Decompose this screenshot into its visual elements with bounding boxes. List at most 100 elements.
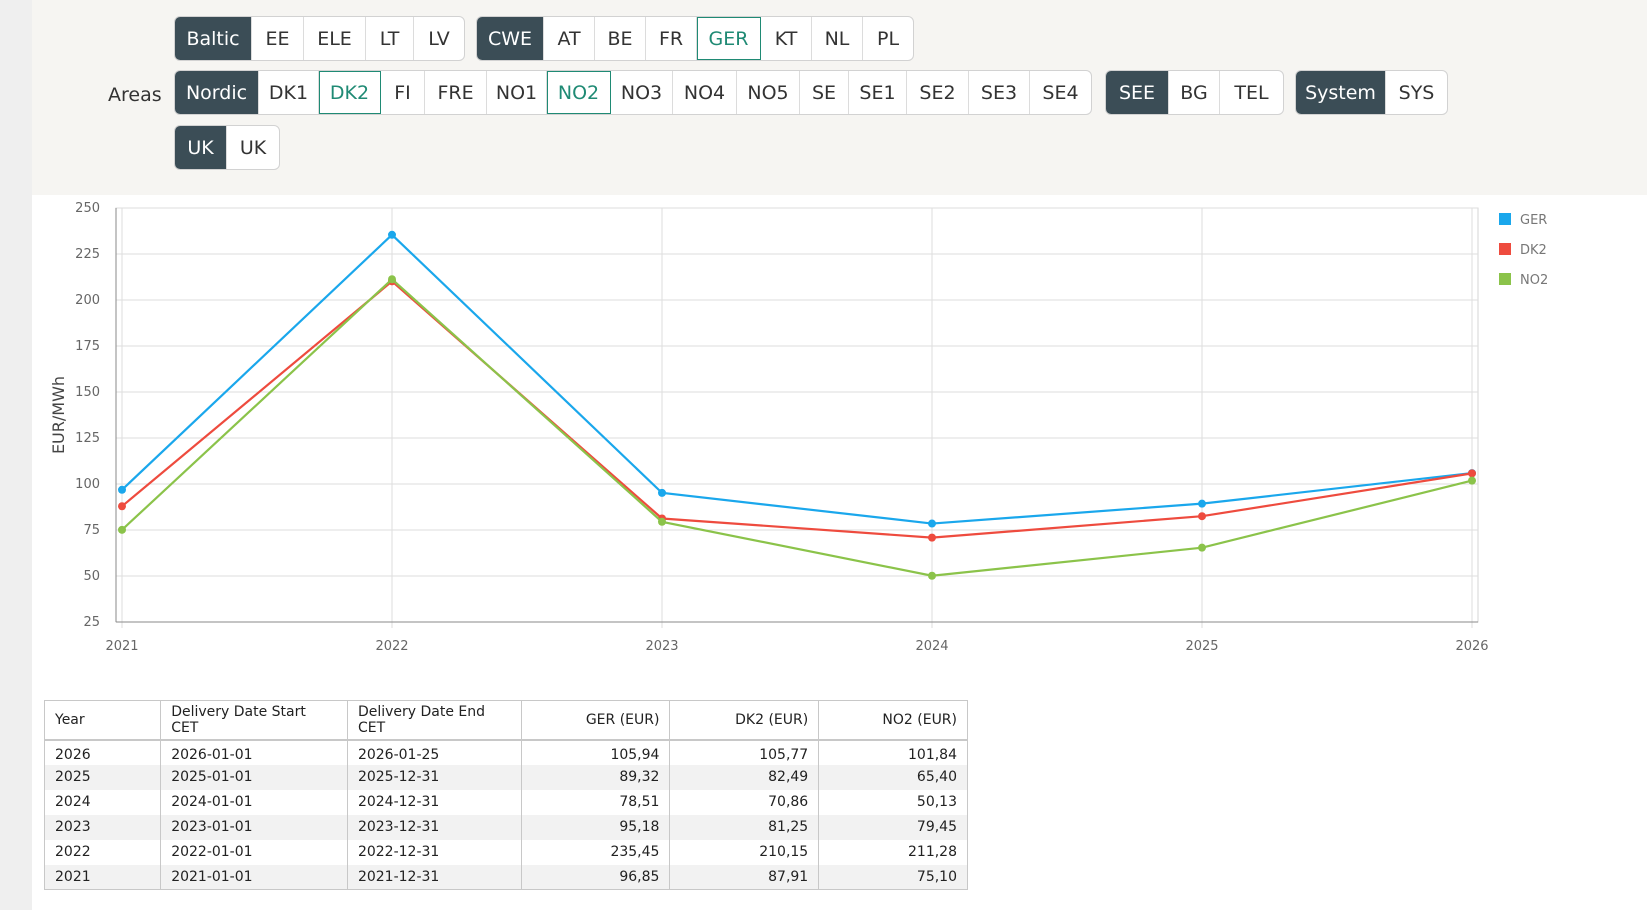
table-cell: 87,91 <box>669 864 820 890</box>
column-header[interactable]: NO2 (EUR) <box>818 700 968 741</box>
y-tick-label: 25 <box>83 615 100 630</box>
price-table: Year Delivery Date Start CET Delivery Date… <box>44 700 968 890</box>
group-see: SEE BG TEL <box>1105 70 1284 115</box>
area-button-be[interactable]: BE <box>595 17 646 60</box>
area-button-lv[interactable]: LV <box>428 27 450 50</box>
data-point-no2 <box>1468 476 1476 485</box>
area-button-fi[interactable]: FI <box>381 71 425 114</box>
y-tick-label: 225 <box>75 247 100 262</box>
area-button-se1[interactable]: SE1 <box>849 71 907 114</box>
area-button-see[interactable]: SEE <box>1106 71 1169 114</box>
column-header[interactable]: Delivery Date Start CET <box>160 700 348 741</box>
series-line-no2 <box>121 277 1473 577</box>
group-uk: UK UK <box>174 125 280 170</box>
table-cell: 2026-01-25 <box>347 739 522 765</box>
table-cell: 101,84 <box>818 739 968 765</box>
data-point-ger <box>658 488 666 497</box>
table-cell: 2021 <box>44 864 162 890</box>
x-tick-label: 2026 <box>1455 639 1488 654</box>
table-cell: 78,51 <box>521 789 671 815</box>
table-cell: 211,28 <box>818 839 968 865</box>
y-tick-label: 100 <box>75 477 100 492</box>
area-button-fre[interactable]: FRE <box>425 71 487 114</box>
area-button-se3[interactable]: SE3 <box>969 71 1030 114</box>
data-point-no2 <box>1198 543 1206 552</box>
data-point-no2 <box>658 517 666 526</box>
table-cell: 81,25 <box>669 814 820 840</box>
column-header[interactable]: Delivery Date End CET <box>347 700 522 741</box>
data-point-ger <box>1198 499 1206 508</box>
area-button-no3[interactable]: NO3 <box>611 71 673 114</box>
data-point-ger <box>388 230 396 239</box>
area-button-uk-2[interactable]: UK <box>239 136 267 159</box>
area-button-pl[interactable]: PL <box>876 27 900 50</box>
area-button-se[interactable]: SE <box>800 71 849 114</box>
area-button-kt[interactable]: KT <box>761 17 812 60</box>
area-button-no1[interactable]: NO1 <box>487 71 547 114</box>
data-point-dk2 <box>118 502 126 511</box>
column-header[interactable]: Year <box>44 700 162 741</box>
area-button-system[interactable]: System <box>1296 71 1386 114</box>
x-tick-label: 2022 <box>375 639 408 654</box>
data-point-no2 <box>118 525 126 534</box>
data-point-ger <box>118 485 126 494</box>
area-button-ele[interactable]: ELE <box>304 17 366 60</box>
table-cell: 2026 <box>44 739 162 765</box>
page: Areas Baltic EE ELE LT LV CWE AT BE FR GER KT NL PL… <box>32 0 1647 910</box>
area-button-se2[interactable]: SE2 <box>907 71 969 114</box>
table-cell: 79,45 <box>818 814 968 840</box>
area-button-baltic[interactable]: Baltic <box>175 17 252 60</box>
table-body: 2026 2026-01-01 2026-01-25 105,94 105,77 101,… <box>44 739 968 890</box>
table-cell: 2025-12-31 <box>347 764 522 790</box>
area-button-no5[interactable]: NO5 <box>737 71 800 114</box>
table-cell: 2023-01-01 <box>160 814 348 840</box>
table-cell: 2021-12-31 <box>347 864 522 890</box>
area-button-nordic[interactable]: Nordic <box>175 71 259 114</box>
area-button-sys[interactable]: SYS <box>1398 81 1435 104</box>
area-button-nl[interactable]: NL <box>812 17 863 60</box>
column-header[interactable]: DK2 (EUR) <box>669 700 820 741</box>
x-tick-label: 2021 <box>105 639 138 654</box>
y-tick-label: 75 <box>83 523 100 538</box>
table-row: 2022 2022-01-01 2022-12-31 235,45 210,15 211,… <box>44 839 968 865</box>
table-cell: 95,18 <box>521 814 671 840</box>
y-tick-label: 250 <box>75 201 100 216</box>
area-button-uk[interactable]: UK <box>175 126 227 169</box>
area-button-tel[interactable]: TEL <box>1234 81 1269 104</box>
column-header[interactable]: GER (EUR) <box>521 700 671 741</box>
x-tick-label: 2025 <box>1185 639 1218 654</box>
table-cell: 2024 <box>44 789 162 815</box>
area-button-cwe[interactable]: CWE <box>477 17 544 60</box>
area-button-no4[interactable]: NO4 <box>673 71 737 114</box>
legend-label-no2: NO2 <box>1520 273 1548 288</box>
table-cell: 2025-01-01 <box>160 764 348 790</box>
data-point-ger <box>928 519 936 528</box>
table-row: 2024 2024-01-01 2024-12-31 78,51 70,86 50,13 <box>44 789 968 815</box>
area-button-no2[interactable]: NO2 <box>547 71 611 114</box>
area-button-ee[interactable]: EE <box>252 17 304 60</box>
area-button-fr[interactable]: FR <box>646 17 697 60</box>
table-cell: 89,32 <box>521 764 671 790</box>
table-row: 2026 2026-01-01 2026-01-25 105,94 105,77 101,… <box>44 739 968 765</box>
table-cell: 96,85 <box>521 864 671 890</box>
table-cell: 2025 <box>44 764 162 790</box>
legend-swatch-dk2 <box>1499 243 1511 255</box>
table-cell: 70,86 <box>669 789 820 815</box>
data-point-no2 <box>928 571 936 580</box>
table-cell: 2022-01-01 <box>160 839 348 865</box>
area-button-at[interactable]: AT <box>544 17 595 60</box>
area-button-se4[interactable]: SE4 <box>1042 81 1079 104</box>
area-filters: Areas Baltic EE ELE LT LV CWE AT BE FR GER KT NL PL… <box>32 0 1647 195</box>
y-tick-label: 200 <box>75 293 100 308</box>
area-button-lt[interactable]: LT <box>366 17 414 60</box>
line-chart-svg: 25 50 75 100 125 150 175 200 225 250 2021 2022 2023 2… <box>49 201 1548 654</box>
table-row: 2023 2023-01-01 2023-12-31 95,18 81,25 79,45 <box>44 814 968 840</box>
area-button-ger[interactable]: GER <box>697 17 761 60</box>
area-button-dk2[interactable]: DK2 <box>319 71 381 114</box>
data-point-dk2 <box>928 533 936 542</box>
y-axis-label: EUR/MWh <box>49 376 68 454</box>
area-button-dk1[interactable]: DK1 <box>259 71 319 114</box>
group-baltic: Baltic EE ELE LT LV <box>174 16 465 61</box>
table-cell: 2026-01-01 <box>160 739 348 765</box>
area-button-bg[interactable]: BG <box>1169 71 1220 114</box>
